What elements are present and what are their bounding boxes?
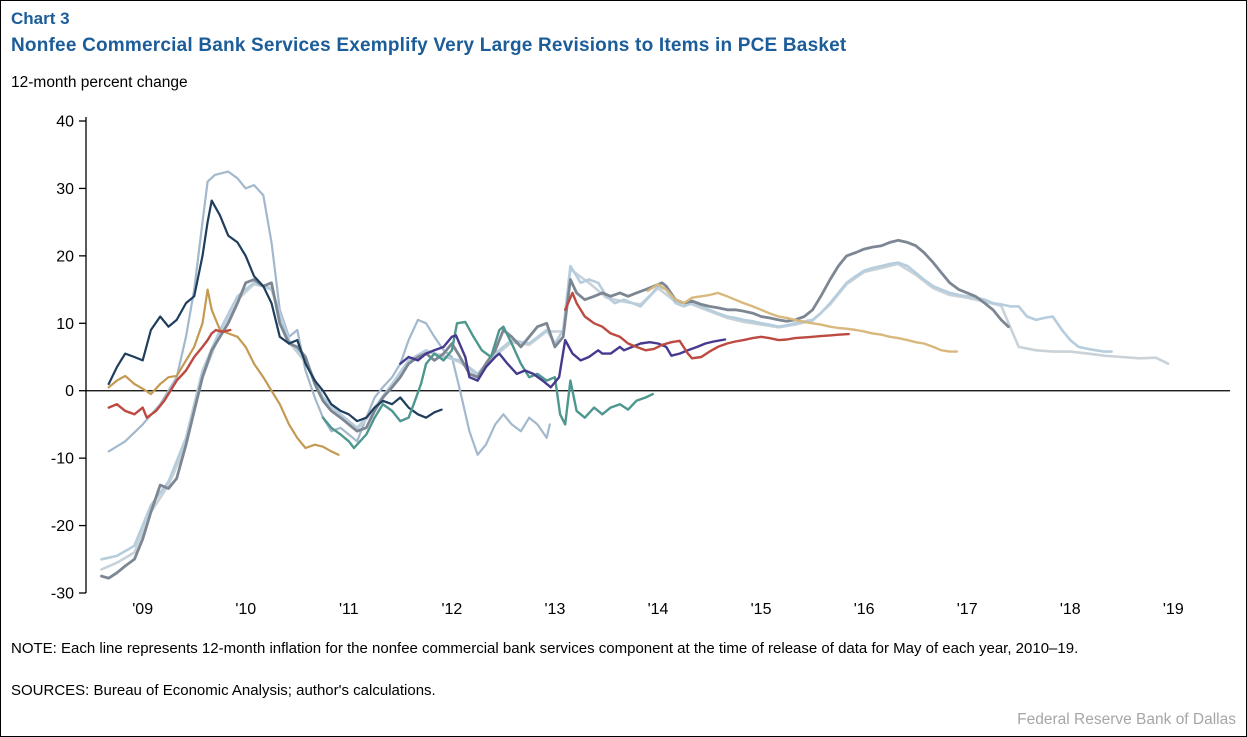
branding-text: Federal Reserve Bank of Dallas [1017, 711, 1236, 728]
y-axis-tick-label: 0 [65, 383, 74, 400]
y-axis-tick-label: 30 [56, 181, 74, 198]
sources-text: SOURCES: Bureau of Economic Analysis; au… [11, 682, 436, 699]
series-line-2011 [107, 199, 443, 423]
x-axis-tick-label: '11 [339, 601, 359, 618]
page-title: Nonfee Commercial Bank Services Exemplif… [11, 35, 847, 56]
x-axis-tick-label: '19 [1163, 601, 1184, 618]
x-axis-tick-label: '15 [751, 601, 772, 618]
series-line-2014 [399, 334, 727, 389]
x-axis-tick-label: '17 [957, 601, 978, 618]
series-line-2012 [107, 170, 551, 456]
x-axis-tick-label: '14 [648, 601, 669, 618]
x-axis-tick-label: '09 [132, 601, 153, 618]
series-line-2018 [100, 261, 1113, 561]
y-axis-tick-label: 20 [56, 248, 74, 265]
series-line-2015 [107, 291, 850, 419]
chart-number-label: Chart 3 [11, 9, 70, 28]
y-axis-tick-label: -10 [51, 451, 74, 468]
note-text: NOTE: Each line represents 12-month infl… [11, 640, 1079, 657]
series-line-2019 [100, 262, 1170, 571]
y-axis-tick-label: -20 [51, 518, 74, 535]
x-axis-tick-label: '13 [545, 601, 566, 618]
series-line-2010 [107, 288, 340, 456]
series-line-2016 [646, 283, 959, 353]
x-axis-tick-label: '18 [1060, 601, 1081, 618]
line-chart-canvas: 40 30 20 10 0 -10 -20 -30 '09 '10 '11 '12 '13 '14 '15 '… [51, 114, 1230, 618]
y-axis-tick-label: 40 [56, 114, 74, 131]
y-axis-tick-label: 10 [56, 316, 74, 333]
series-line-2017 [100, 238, 1010, 580]
x-axis-tick-label: '12 [441, 601, 462, 618]
x-axis-tick-label: '16 [854, 601, 875, 618]
series-line-2013 [321, 320, 654, 450]
y-axis-unit-label: 12-month percent change [11, 74, 188, 91]
y-axis-tick-label: -30 [51, 586, 74, 603]
x-axis-tick-label: '10 [235, 601, 256, 618]
